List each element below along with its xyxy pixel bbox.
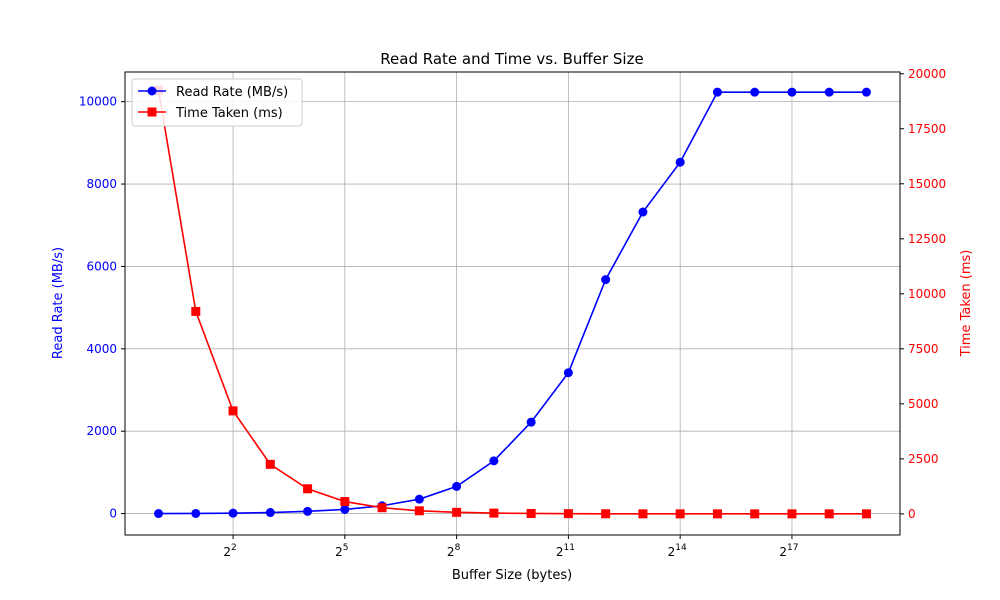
data-point — [601, 275, 611, 285]
data-point — [191, 306, 201, 316]
series-0 — [154, 87, 871, 519]
y-left-tick-label: 8000 — [86, 177, 117, 191]
legend: Read Rate (MB/s) Time Taken (ms) — [131, 78, 303, 127]
y-axis-left-label: Read Rate (MB/s) — [51, 247, 66, 359]
legend-marker-time-taken — [147, 107, 157, 117]
y-right-tick-label: 15000 — [908, 177, 946, 191]
data-point — [377, 503, 387, 513]
data-point — [787, 87, 797, 97]
data-point — [712, 509, 722, 519]
data-point — [489, 508, 499, 518]
x-axis: 22 25 28 211 214 217 — [223, 535, 798, 559]
data-point — [750, 509, 760, 519]
x-tick-label: 25 — [335, 543, 348, 559]
data-point — [824, 87, 834, 97]
x-tick-label: 28 — [447, 543, 461, 559]
data-point — [452, 507, 462, 517]
data-point — [303, 484, 313, 494]
y-left-tick-label: 6000 — [86, 259, 117, 273]
y-right-tick-label: 20000 — [908, 67, 946, 81]
data-point — [861, 509, 871, 519]
data-point — [526, 508, 536, 518]
legend-marker-read-rate — [147, 86, 157, 96]
data-point — [675, 157, 685, 167]
data-point — [638, 207, 648, 217]
legend-label-read-rate: Read Rate (MB/s) — [176, 85, 288, 100]
data-point — [563, 368, 573, 378]
y-right-tick-label: 5000 — [908, 397, 939, 411]
x-tick-label: 22 — [223, 543, 236, 559]
data-point — [265, 508, 275, 518]
data-point — [563, 509, 573, 519]
data-point — [526, 417, 536, 427]
data-point — [712, 87, 722, 97]
plot-frame — [124, 71, 901, 536]
y-axis-right-label: Time Taken (ms) — [959, 250, 974, 358]
y-axis-right: 0 2500 5000 7500 10000 12500 15000 17500 20000 — [900, 67, 946, 521]
data-point — [750, 87, 760, 97]
y-right-tick-label: 10000 — [908, 287, 946, 301]
grid — [125, 72, 900, 535]
data-point — [638, 509, 648, 519]
y-right-tick-label: 7500 — [908, 342, 939, 356]
legend-entry-time-taken: Time Taken (ms) — [138, 106, 283, 121]
y-left-tick-label: 10000 — [79, 95, 117, 109]
legend-entry-read-rate: Read Rate (MB/s) — [138, 85, 288, 100]
chart-title: Read Rate and Time vs. Buffer Size — [380, 50, 643, 68]
x-tick-label: 217 — [779, 543, 798, 559]
y-right-tick-label: 0 — [908, 507, 916, 521]
data-point — [452, 481, 462, 491]
data-point — [414, 506, 424, 516]
legend-label-time-taken: Time Taken (ms) — [175, 106, 283, 121]
legend-box — [131, 78, 303, 127]
y-left-tick-label: 2000 — [86, 424, 117, 438]
series-line — [158, 91, 867, 515]
series-line — [157, 90, 867, 515]
y-left-tick-label: 4000 — [86, 342, 117, 356]
series-1 — [154, 85, 871, 519]
data-point — [861, 87, 871, 97]
data-point — [675, 509, 685, 519]
data-point — [154, 509, 164, 519]
y-left-tick-label: 0 — [109, 507, 117, 521]
data-point — [228, 508, 238, 518]
data-point — [228, 406, 238, 416]
series-layer — [154, 85, 871, 519]
data-point — [340, 504, 350, 514]
y-right-tick-label: 12500 — [908, 232, 946, 246]
y-right-tick-label: 2500 — [908, 452, 939, 466]
data-point — [787, 509, 797, 519]
data-point — [340, 497, 350, 507]
data-point — [414, 494, 424, 504]
data-point — [191, 508, 201, 518]
data-point — [265, 459, 275, 469]
x-axis-label: Buffer Size (bytes) — [452, 568, 572, 583]
data-point — [601, 509, 611, 519]
data-point — [303, 506, 313, 516]
x-tick-label: 211 — [556, 543, 575, 559]
x-tick-label: 214 — [668, 543, 687, 559]
data-point — [824, 509, 834, 519]
data-point — [489, 456, 499, 466]
y-axis-left: 0 2000 4000 6000 8000 10000 — [79, 95, 125, 521]
y-right-tick-label: 17500 — [908, 122, 946, 136]
